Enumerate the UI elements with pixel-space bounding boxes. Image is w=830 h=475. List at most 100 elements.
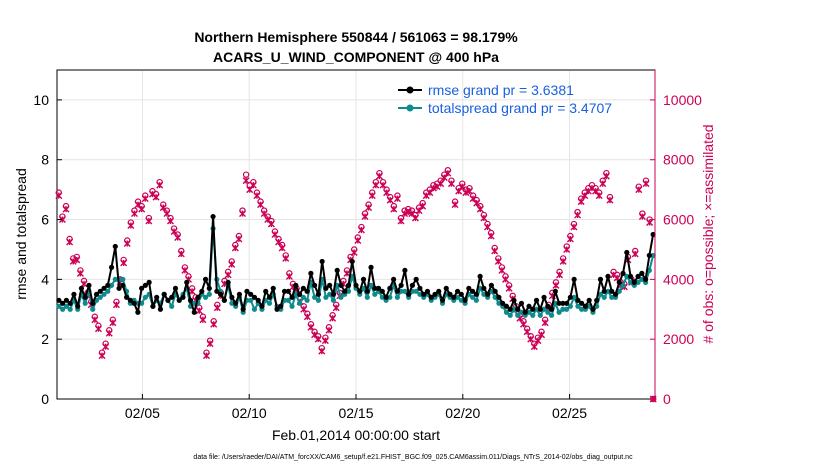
assimilated-obs-marker — [646, 219, 654, 227]
rmse-point — [466, 285, 472, 291]
rmse-point — [469, 288, 476, 294]
assimilated-obs-marker — [372, 181, 380, 189]
assimilated-obs-marker — [357, 226, 365, 234]
assimilated-obs-marker — [505, 284, 513, 292]
totalspread-point — [56, 303, 62, 309]
assimilated-obs-marker — [130, 210, 138, 218]
assimilated-obs-marker — [267, 220, 275, 228]
assimilated-obs-marker — [361, 213, 369, 221]
rmse-point — [586, 297, 592, 303]
rmse-point — [597, 276, 604, 282]
rmse-point — [334, 267, 340, 273]
assimilated-obs-marker — [404, 208, 412, 216]
assimilated-obs-marker — [534, 337, 542, 345]
totalspread-point — [605, 288, 611, 294]
assimilated-obs-marker — [159, 204, 167, 212]
assimilated-obs-marker — [570, 223, 578, 231]
rmse-point — [165, 297, 171, 303]
rmse-point — [357, 288, 363, 294]
assimilated-obs-marker — [253, 192, 261, 200]
assimilated-obs-marker — [635, 186, 643, 194]
totalspread-point — [417, 291, 423, 297]
assimilated-obs-marker — [174, 233, 182, 241]
assimilated-obs-marker — [303, 313, 311, 321]
assimilated-obs-marker — [166, 217, 174, 225]
rmse-point — [616, 279, 622, 285]
rmse-point — [293, 282, 299, 288]
assimilated-obs-marker — [541, 319, 549, 327]
assimilated-obs-marker — [98, 352, 106, 360]
rmse-point — [176, 297, 182, 303]
assimilated-obs-marker — [397, 217, 405, 225]
assimilated-obs-marker — [66, 238, 74, 246]
assimilated-obs-marker — [105, 329, 113, 337]
rmse-point — [195, 294, 201, 300]
rmse-point — [530, 306, 536, 312]
assimilated-obs-marker — [123, 239, 131, 247]
rmse-point — [627, 273, 634, 279]
legend-spread-label: totalspread grand pr = 3.4707 — [428, 100, 612, 116]
assimilated-obs-marker — [502, 275, 509, 283]
rmse-point — [199, 288, 205, 294]
rmse-point — [590, 306, 596, 312]
assimilated-obs-marker — [91, 316, 99, 324]
rmse-point — [71, 291, 77, 297]
assimilated-obs-marker — [379, 181, 387, 189]
rmse-point — [406, 291, 412, 297]
rmse-point — [545, 303, 551, 309]
rmse-point — [642, 276, 649, 282]
assimilated-obs-marker — [494, 257, 502, 265]
rmse-point — [500, 300, 506, 306]
rmse-point — [236, 291, 243, 297]
assimilated-obs-marker — [76, 269, 84, 277]
rmse-point — [485, 291, 491, 297]
rmse-point — [78, 285, 85, 291]
totalspread-point — [300, 294, 306, 300]
assimilated-obs-marker — [62, 205, 70, 213]
rmse-point — [214, 288, 220, 294]
assimilated-obs-marker — [599, 180, 607, 188]
totalspread-point — [289, 303, 295, 309]
assimilated-obs-marker — [181, 266, 189, 274]
assimilated-obs-marker — [282, 254, 290, 262]
rmse-point — [537, 306, 543, 312]
totalspread-point — [469, 294, 476, 300]
rmse-point — [507, 306, 513, 312]
possible-obs-marker — [242, 171, 250, 178]
rmse-point — [63, 297, 70, 303]
assimilated-obs-marker — [343, 269, 351, 277]
rmse-point — [454, 288, 461, 294]
totalspread-point — [82, 300, 88, 306]
rmse-point — [116, 285, 122, 291]
y-left-tick-label: 8 — [41, 152, 49, 168]
rmse-point — [150, 303, 156, 309]
assimilated-obs-marker — [631, 250, 639, 258]
rmse-point — [375, 285, 382, 291]
rmse-point — [281, 288, 288, 294]
totalspread-point — [330, 297, 337, 303]
legend-rmse-marker — [406, 86, 414, 94]
assimilated-obs-marker — [257, 201, 265, 209]
rmse-point — [364, 288, 370, 294]
assimilated-obs-marker — [300, 305, 308, 313]
rmse-point — [360, 276, 367, 282]
rmse-point — [172, 285, 179, 291]
rmse-point — [93, 291, 100, 297]
x-tick-label: 02/15 — [338, 405, 373, 421]
rmse-point — [402, 267, 408, 273]
tick-layer: 02/05 02/10 02/15 02/20 02/25 0 2 4 6 8 10 0 2000 400… — [33, 70, 702, 421]
totalspread-point — [105, 288, 111, 294]
totalspread-point — [518, 309, 525, 315]
rmse-point — [609, 288, 615, 294]
assimilated-obs-marker — [574, 211, 582, 219]
rmse-point — [101, 285, 107, 291]
rmse-point — [624, 249, 630, 256]
rmse-point — [345, 282, 352, 288]
rmse-point — [308, 270, 314, 276]
assimilated-obs-marker — [390, 205, 398, 213]
assimilated-obs-marker — [69, 257, 77, 265]
assimilated-obs-marker — [94, 325, 102, 333]
y-left-tick-label: 0 — [41, 391, 49, 407]
totalspread-point — [567, 303, 573, 309]
